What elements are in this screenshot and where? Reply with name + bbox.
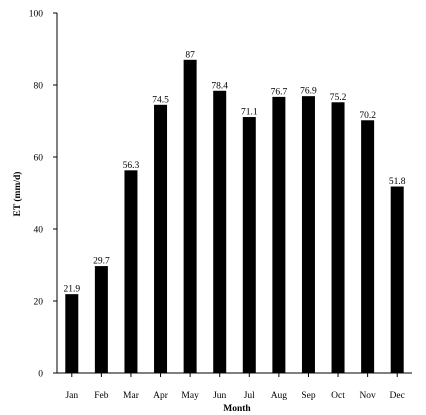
x-tick-label-jul: Jul bbox=[244, 391, 255, 401]
y-axis-title: ET (mm/d) bbox=[12, 172, 23, 217]
x-tick-label-oct: Oct bbox=[331, 391, 345, 401]
data-label-dec: 51.8 bbox=[389, 177, 406, 187]
bar-oct bbox=[331, 102, 345, 373]
data-label-oct: 75.2 bbox=[330, 93, 347, 103]
data-label-sep: 76.9 bbox=[300, 87, 317, 97]
data-label-jan: 21.9 bbox=[63, 285, 80, 295]
data-label-mar: 56.3 bbox=[123, 161, 140, 171]
bar-aug bbox=[272, 96, 286, 373]
bar-mar bbox=[124, 170, 138, 373]
x-tick-label-sep: Sep bbox=[301, 391, 316, 401]
bar-sep bbox=[301, 96, 315, 373]
y-tick-label: 100 bbox=[29, 10, 44, 20]
bar-jan bbox=[65, 294, 79, 373]
data-label-feb: 29.7 bbox=[93, 257, 110, 267]
data-label-may: 87 bbox=[185, 50, 195, 60]
x-axis-title: Month bbox=[223, 404, 251, 414]
x-tick-label-feb: Feb bbox=[94, 391, 109, 401]
data-label-jul: 71.1 bbox=[241, 108, 258, 118]
data-label-jun: 78.4 bbox=[211, 81, 228, 91]
y-tick-label: 60 bbox=[34, 154, 44, 164]
x-tick-label-jan: Jan bbox=[65, 391, 78, 401]
x-tick-label-may: May bbox=[181, 391, 199, 401]
bar-jul bbox=[242, 117, 256, 373]
bar-nov bbox=[361, 120, 375, 373]
y-tick-label: 80 bbox=[34, 82, 44, 92]
x-tick-label-jun: Jun bbox=[213, 391, 226, 401]
data-label-aug: 76.7 bbox=[271, 87, 288, 97]
bar-feb bbox=[94, 266, 108, 373]
x-tick-label-nov: Nov bbox=[359, 391, 376, 401]
data-label-apr: 74.5 bbox=[152, 95, 169, 105]
y-tick-label: 20 bbox=[34, 298, 44, 308]
y-tick-label: 40 bbox=[34, 226, 44, 236]
bar-apr bbox=[154, 104, 168, 374]
bar-dec bbox=[390, 186, 404, 373]
bar-jun bbox=[213, 90, 227, 373]
data-label-nov: 70.2 bbox=[359, 111, 376, 121]
x-tick-label-apr: Apr bbox=[153, 391, 169, 401]
x-tick-label-dec: Dec bbox=[390, 391, 405, 401]
x-tick-label-aug: Aug bbox=[271, 391, 288, 401]
plot-area: 0 20 40 60 80 100 21.9 Jan 29.7 Feb 56.3 Mar 74.5 Apr… bbox=[29, 10, 412, 401]
y-tick-label: 0 bbox=[38, 370, 43, 380]
x-tick-label-mar: Mar bbox=[123, 391, 140, 401]
bar-may bbox=[183, 59, 197, 374]
